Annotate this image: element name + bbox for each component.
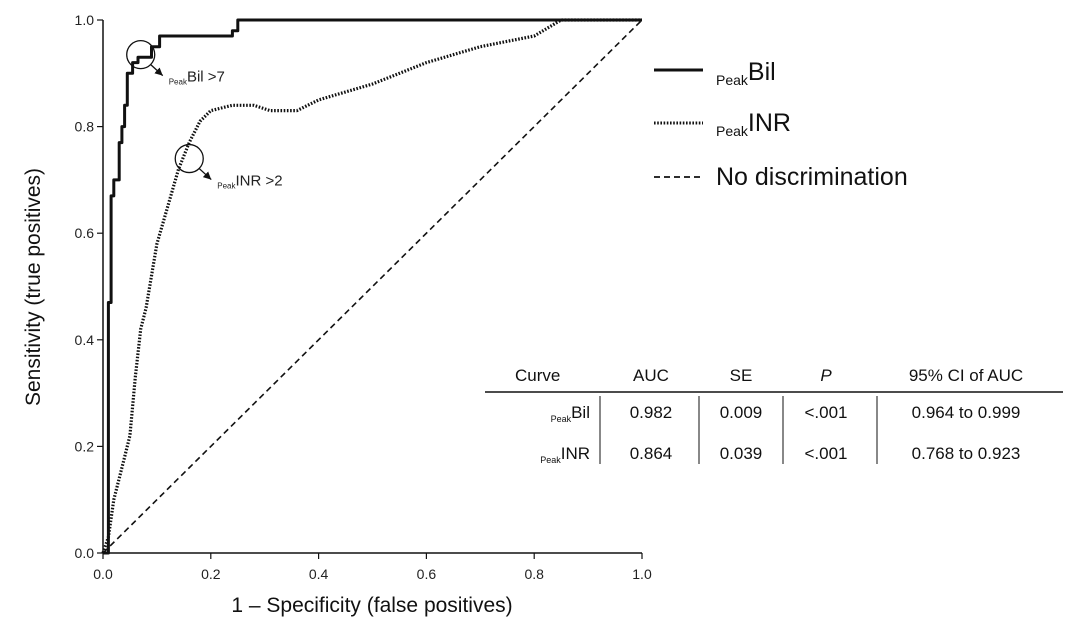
- x-axis-title: 1 – Specificity (false positives): [231, 594, 512, 617]
- table-row: PeakBil 0.982 0.009 <.001 0.964 to 0.999: [551, 403, 1021, 424]
- y-axis-title: Sensitivity (true positives): [22, 168, 45, 406]
- x-tick-label: 0.0: [93, 566, 113, 582]
- stats-table: Curve AUC SE P 95% CI of AUC PeakBil 0.9…: [485, 366, 1063, 465]
- cutoff-label-inr: PeakINR >2: [217, 173, 282, 191]
- series-line-inr: [101, 18, 642, 554]
- x-tick-label: 0.8: [524, 566, 544, 582]
- cutoff-arrow-bil: [150, 64, 164, 77]
- y-ticks: 0.0 0.2 0.4 0.6 0.8 1.0: [75, 12, 103, 561]
- x-ticks: 0.0 0.2 0.4 0.6 0.8 1.0: [93, 553, 652, 582]
- cutoff-circle-bil: [126, 39, 156, 70]
- legend-label-bil: PeakBil: [716, 58, 776, 88]
- cutoff-label-main: INR >2: [235, 173, 282, 190]
- cutoff-label-sub: Peak: [217, 182, 236, 191]
- y-tick-label: 0.4: [75, 332, 95, 348]
- table-header-curve: Curve: [515, 366, 560, 385]
- cutoff-arrow-inr: [198, 168, 212, 181]
- legend-main-bil: Bil: [748, 58, 776, 86]
- axes: [102, 20, 642, 554]
- legend-main-inr: INR: [748, 109, 791, 137]
- table-header-p: P: [820, 366, 832, 385]
- table-header-auc: AUC: [633, 366, 669, 385]
- y-tick-label: 0.6: [75, 225, 95, 241]
- table-cell-p: <.001: [804, 403, 847, 422]
- y-tick-label: 0.2: [75, 438, 95, 454]
- table-cell-auc: 0.982: [630, 403, 673, 422]
- table-header-ci: 95% CI of AUC: [909, 366, 1023, 385]
- legend-label-ref: No discrimination: [716, 163, 908, 191]
- table-cell-curve-main: Bil: [571, 403, 590, 422]
- legend-item-inr: PeakINR: [654, 109, 791, 139]
- table-cell-se: 0.039: [720, 444, 763, 463]
- table-cell-se: 0.009: [720, 403, 763, 422]
- table-cell-curve-main: INR: [561, 444, 590, 463]
- y-tick-label: 0.0: [75, 545, 95, 561]
- table-cell-curve-sub: Peak: [540, 455, 561, 465]
- table-cell-curve: PeakINR: [540, 444, 590, 465]
- legend-item-ref: No discrimination: [654, 163, 908, 191]
- legend-sub-inr: Peak: [716, 123, 749, 139]
- table-cell-curve-sub: Peak: [551, 414, 572, 424]
- cutoff-label-bil: PeakBil >7: [169, 69, 225, 87]
- y-tick-label: 0.8: [75, 119, 95, 135]
- y-tick-label: 1.0: [75, 12, 95, 28]
- table-cell-ci: 0.768 to 0.923: [912, 444, 1021, 463]
- table-cell-auc: 0.864: [630, 444, 673, 463]
- legend-sub-bil: Peak: [716, 72, 749, 88]
- table-cell-curve: PeakBil: [551, 403, 590, 424]
- x-tick-label: 1.0: [632, 566, 652, 582]
- x-tick-label: 0.6: [417, 566, 437, 582]
- table-cell-p: <.001: [804, 444, 847, 463]
- table-cell-ci: 0.964 to 0.999: [912, 403, 1021, 422]
- cutoff-label-main: Bil >7: [187, 69, 225, 86]
- series-layer: [101, 18, 643, 555]
- x-tick-label: 0.4: [309, 566, 329, 582]
- table-row: PeakINR 0.864 0.039 <.001 0.768 to 0.923: [540, 444, 1020, 465]
- series-line-ref: [102, 19, 643, 554]
- cutoff-label-sub: Peak: [169, 78, 188, 87]
- table-header-se: SE: [730, 366, 753, 385]
- legend-label-inr: PeakINR: [716, 109, 791, 139]
- legend-item-bil: PeakBil: [654, 58, 776, 88]
- cutoff-circle-inr: [174, 143, 204, 174]
- x-tick-label: 0.2: [201, 566, 221, 582]
- series-line-bil: [103, 18, 642, 555]
- legend: PeakBil PeakINR No discrimination: [654, 58, 908, 191]
